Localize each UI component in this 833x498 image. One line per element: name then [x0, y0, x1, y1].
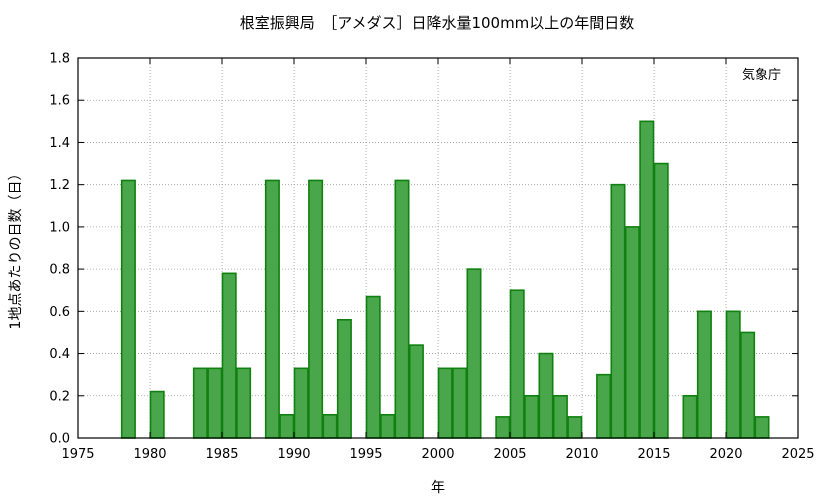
x-tick-label: 1995	[349, 447, 382, 462]
x-tick-label: 1990	[277, 447, 310, 462]
bar-1995	[365, 295, 381, 439]
bar-2020	[725, 310, 741, 439]
y-tick-label: 0.0	[49, 432, 70, 447]
bar-1998	[408, 344, 424, 439]
y-tick-label: 1.4	[49, 136, 70, 151]
bar-1984	[207, 367, 223, 439]
bar-1988	[264, 179, 280, 439]
bar-1978	[120, 179, 136, 439]
x-tick-label: 2015	[637, 447, 670, 462]
bar-1992	[322, 413, 338, 439]
y-tick-label: 0.2	[49, 389, 70, 404]
x-tick-label: 2020	[709, 447, 742, 462]
bar-1986	[236, 367, 252, 439]
bar-2017	[682, 394, 698, 439]
bar-2022	[754, 416, 770, 439]
bar-1990	[293, 367, 309, 439]
x-tick-label: 1975	[61, 447, 94, 462]
y-tick-label: 1.2	[49, 178, 70, 193]
y-axis-title: 1地点あたりの日数（日）	[8, 167, 24, 330]
x-axis-title: 年	[431, 480, 445, 496]
bar-1993	[336, 318, 352, 439]
source-label: 気象庁	[742, 67, 781, 83]
bar-2002	[466, 268, 482, 439]
bar-2021	[740, 331, 756, 439]
bar-2014	[639, 120, 655, 439]
bar-2009	[567, 416, 583, 439]
bar-2005	[509, 289, 525, 439]
y-tick-label: 1.8	[49, 52, 70, 67]
y-tick-label: 0.6	[49, 305, 70, 320]
bar-2000	[437, 367, 453, 439]
x-tick-label: 2000	[421, 447, 454, 462]
bar-1983	[192, 367, 208, 439]
x-tick-label: 1985	[205, 447, 238, 462]
y-tick-label: 1.0	[49, 220, 70, 235]
bar-2006	[524, 394, 540, 439]
bar-1997	[394, 179, 410, 439]
chart-title: 根室振興局 ［アメダス］日降水量100mm以上の年間日数	[240, 14, 635, 32]
bar-1980	[149, 390, 165, 439]
bar-1996	[380, 413, 396, 439]
axis-ticks: 0.0 0.2 0.4 0.6 0.8 1.0 1.2 1.4 1.6 1.8 1975 1980 19…	[49, 52, 814, 463]
bar-2007	[538, 352, 554, 439]
x-tick-label: 2010	[565, 447, 598, 462]
y-tick-label: 0.4	[49, 347, 70, 362]
y-tick-label: 0.8	[49, 263, 70, 278]
bar-2018	[696, 310, 712, 439]
bar-2013	[624, 226, 640, 439]
bar-1985	[221, 272, 237, 439]
bar-1989	[279, 413, 295, 439]
bar-1991	[308, 179, 324, 439]
bar-2011	[596, 373, 612, 439]
x-tick-label: 2025	[781, 447, 814, 462]
y-tick-label: 1.6	[49, 94, 70, 109]
x-tick-label: 2005	[493, 447, 526, 462]
bar-2001	[452, 367, 468, 439]
bar-2012	[610, 183, 626, 439]
bar-2008	[552, 394, 568, 439]
bar-2015	[653, 162, 669, 439]
x-tick-label: 1980	[133, 447, 166, 462]
grid-lines	[78, 58, 798, 438]
bar-2004	[495, 416, 511, 439]
